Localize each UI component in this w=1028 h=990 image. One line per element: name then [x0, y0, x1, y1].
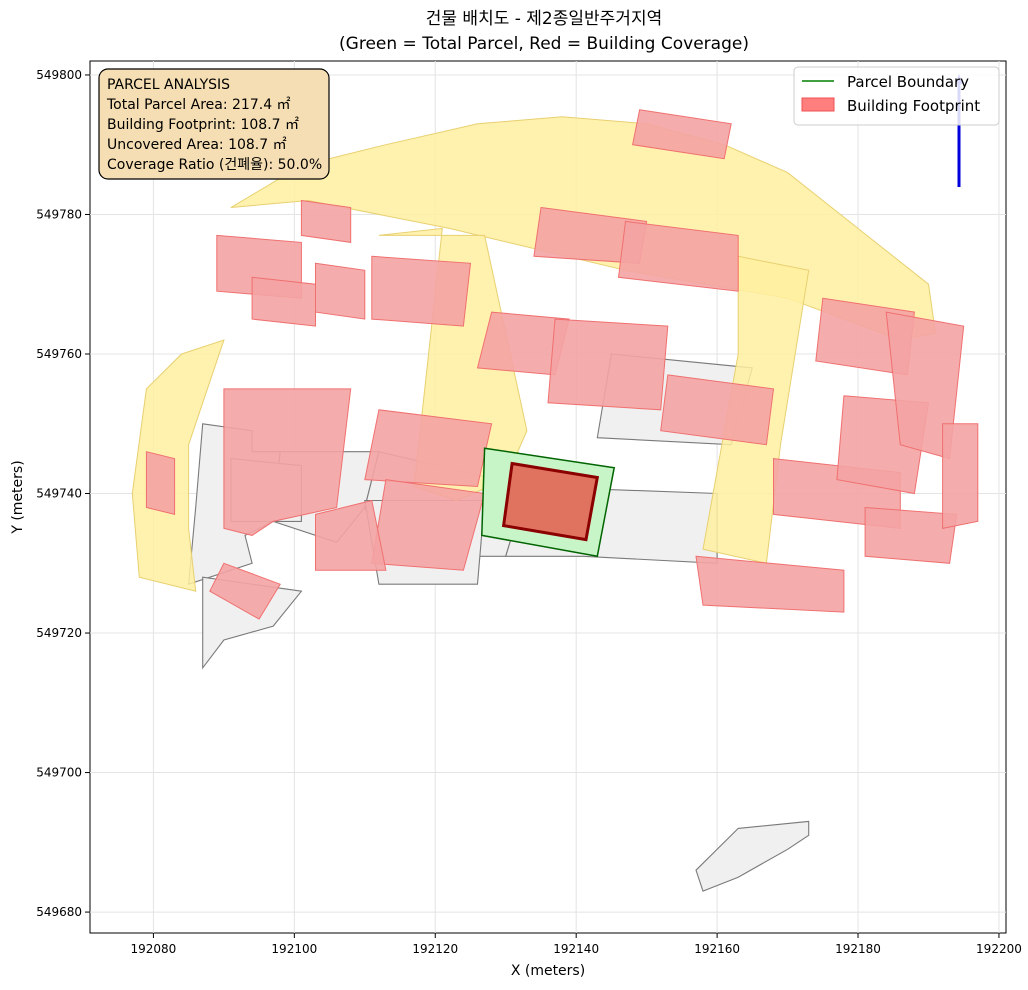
y-tick-label: 549800 [36, 68, 82, 82]
building-footprint [145, 451, 176, 516]
building-footprint [547, 318, 669, 411]
building-footprint [251, 276, 316, 327]
building-footprint [942, 423, 979, 530]
building-footprint [660, 374, 775, 446]
x-ticks: 192080 192100 192120 192140 192160 192180 1922… [131, 933, 1022, 956]
x-tick-label: 192100 [271, 942, 317, 956]
y-tick-label: 549740 [36, 487, 82, 501]
y-tick-label: 549720 [36, 626, 82, 640]
legend: Parcel Boundary Building Footprint [793, 66, 1000, 126]
road-area [131, 339, 225, 592]
building-footprint [632, 109, 732, 160]
legend-building-label: Building Footprint [847, 97, 980, 115]
info-line-heading: PARCEL ANALYSIS [107, 77, 230, 93]
building-footprint [364, 409, 493, 488]
info-line-coverage-ratio: Coverage Ratio (건폐율): 50.0% [107, 157, 322, 173]
building-footprint [315, 262, 366, 320]
y-tick-label: 549700 [36, 766, 82, 780]
building-footprint [617, 220, 739, 292]
info-line-total-area: Total Parcel Area: 217.4 ㎡ [106, 97, 291, 113]
target-parcel-layer [481, 447, 616, 558]
legend-building-swatch [801, 97, 835, 112]
legend-parcel-label: Parcel Boundary [847, 73, 969, 91]
building-footprint [315, 499, 387, 571]
parcel-analysis-box: PARCEL ANALYSIS Total Parcel Area: 217.4… [98, 68, 330, 180]
building-footprint [223, 388, 352, 536]
info-box-background [98, 68, 330, 180]
info-line-uncovered: Uncovered Area: 108.7 ㎡ [107, 137, 287, 153]
context-parcel [695, 820, 810, 892]
x-tick-label: 192200 [976, 942, 1022, 956]
plot-area [89, 60, 1007, 934]
x-tick-label: 192180 [835, 942, 881, 956]
legend-box [793, 66, 1000, 126]
target-building [501, 461, 600, 542]
y-ticks: 549680 549700 549720 549740 549760 549780 5498… [36, 68, 90, 919]
x-axis-label: X (meters) [511, 963, 585, 979]
x-tick-label: 192120 [412, 942, 458, 956]
info-line-footprint: Building Footprint: 108.7 ㎡ [107, 117, 299, 133]
x-tick-label: 192160 [694, 942, 740, 956]
y-tick-label: 549760 [36, 347, 82, 361]
building-footprint [864, 506, 958, 564]
x-tick-label: 192080 [131, 942, 177, 956]
y-tick-label: 549780 [36, 207, 82, 221]
chart-subtitle: (Green = Total Parcel, Red = Building Co… [339, 34, 749, 54]
x-tick-label: 192140 [553, 942, 599, 956]
y-tick-label: 549680 [36, 905, 82, 919]
building-footprint [371, 255, 472, 327]
building-footprint [695, 555, 845, 613]
building-footprint [209, 562, 281, 620]
chart-title: 건물 배치도 - 제2종일반주거지역 [426, 9, 662, 29]
building-footprint [300, 199, 352, 243]
y-axis-label: Y (meters) [10, 460, 26, 534]
buildings-layer [145, 109, 979, 620]
